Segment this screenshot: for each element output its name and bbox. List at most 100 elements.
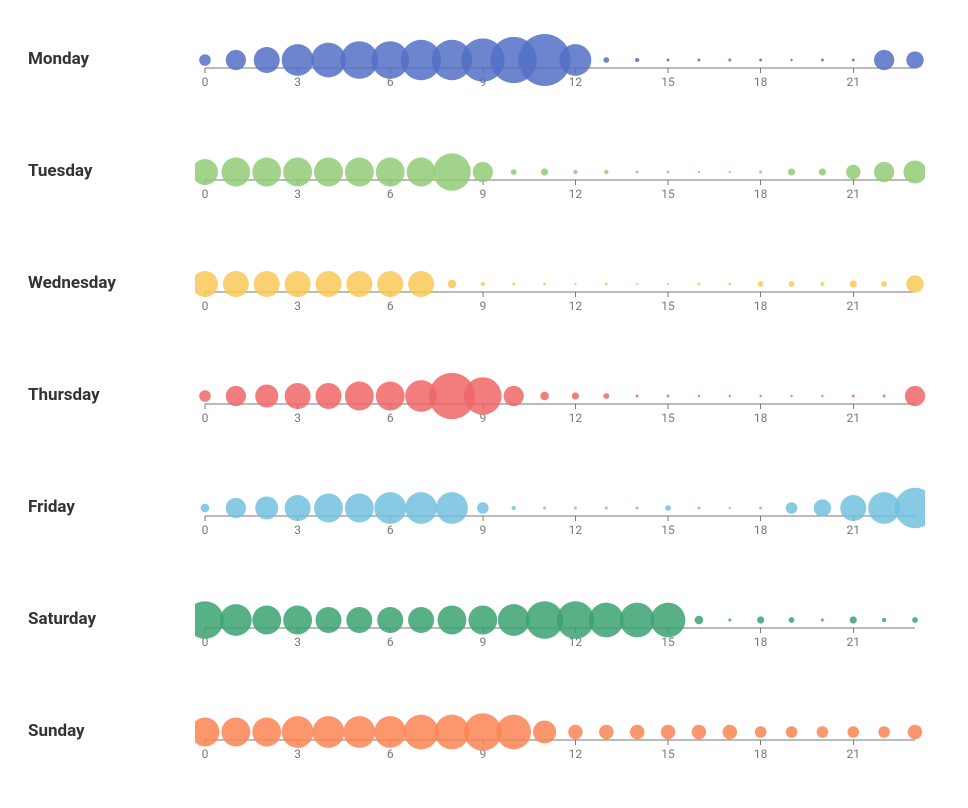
punchcard-bubble	[850, 616, 857, 623]
x-tick-label: 9	[479, 523, 486, 537]
punchcard-bubble	[404, 715, 439, 750]
punchcard-bubble	[221, 158, 250, 187]
punchcard-bubble	[758, 281, 764, 287]
x-tick-label: 12	[569, 523, 583, 537]
x-tick-label: 3	[294, 299, 301, 313]
x-tick-label: 18	[754, 299, 768, 313]
punchcard-bubble	[847, 726, 859, 738]
x-tick-label: 18	[754, 523, 768, 537]
punchcard-bubble	[788, 168, 795, 175]
punchcard-bubble	[574, 507, 577, 510]
x-tick-label: 3	[294, 523, 301, 537]
punchcard-bubble	[512, 506, 516, 510]
punchcard-bubble	[789, 281, 795, 287]
punchcard-bubble	[574, 283, 576, 285]
punchcard-bubble	[572, 392, 579, 399]
punchcard-row-plot: 036912151821	[195, 132, 925, 244]
punchcard-bubble	[728, 59, 731, 62]
punchcard-bubble	[376, 158, 405, 187]
x-tick-label: 21	[847, 75, 861, 89]
punchcard-row: Saturday036912151821	[0, 580, 968, 692]
x-tick-label: 21	[847, 635, 861, 649]
punchcard-bubble	[477, 502, 489, 514]
punchcard-bubble	[817, 726, 829, 738]
punchcard-bubble	[221, 718, 250, 747]
punchcard-bubble	[620, 603, 655, 638]
punchcard-bubble	[636, 171, 639, 174]
punchcard-bubble	[252, 606, 281, 635]
punchcard-bubble	[605, 507, 608, 510]
punchcard-bubble	[667, 59, 670, 62]
x-tick-label: 6	[387, 187, 394, 201]
punchcard-bubble	[698, 171, 700, 173]
x-tick-label: 21	[847, 187, 861, 201]
punchcard-row: Sunday036912151821	[0, 692, 968, 804]
punchcard-bubble	[346, 271, 372, 297]
punchcard-bubble	[630, 725, 644, 739]
punchcard-bubble	[199, 54, 211, 66]
punchcard-bubble	[878, 726, 890, 738]
x-tick-label: 3	[294, 635, 301, 649]
punchcard-bubble	[729, 507, 731, 509]
x-tick-label: 12	[569, 411, 583, 425]
punchcard-chart: Monday036912151821Tuesday036912151821Wed…	[0, 0, 968, 808]
punchcard-row-plot: 036912151821	[195, 692, 925, 804]
x-tick-label: 0	[202, 187, 209, 201]
punchcard-bubble	[661, 725, 675, 739]
x-tick-label: 6	[387, 635, 394, 649]
punchcard-bubble	[345, 382, 374, 411]
punchcard-bubble	[759, 395, 761, 397]
punchcard-row-plot: 036912151821	[195, 356, 925, 468]
punchcard-bubble	[374, 492, 406, 524]
punchcard-bubble	[852, 395, 855, 398]
punchcard-bubble	[543, 283, 546, 286]
punchcard-bubble	[464, 377, 502, 415]
punchcard-bubble	[852, 59, 855, 62]
x-tick-label: 3	[294, 187, 301, 201]
punchcard-bubble	[313, 716, 345, 748]
x-tick-label: 18	[754, 747, 768, 761]
punchcard-bubble	[285, 495, 311, 521]
punchcard-bubble	[315, 271, 341, 297]
punchcard-bubble	[840, 495, 866, 521]
x-tick-label: 18	[754, 187, 768, 201]
punchcard-bubble	[790, 395, 792, 397]
punchcard-bubble	[789, 617, 795, 623]
x-tick-label: 6	[387, 299, 394, 313]
x-tick-label: 6	[387, 523, 394, 537]
punchcard-row: Wednesday036912151821	[0, 244, 968, 356]
punchcard-bubble	[603, 57, 609, 63]
x-tick-label: 9	[479, 187, 486, 201]
punchcard-bubble	[195, 718, 219, 747]
punchcard-row-plot: 036912151821	[195, 468, 925, 580]
punchcard-bubble	[377, 607, 403, 633]
day-label: Saturday	[0, 580, 195, 629]
x-tick-label: 0	[202, 299, 209, 313]
punchcard-bubble	[883, 395, 886, 398]
punchcard-bubble	[345, 494, 374, 523]
punchcard-bubble	[226, 498, 246, 518]
punchcard-bubble	[697, 59, 700, 62]
punchcard-bubble	[695, 616, 704, 625]
punchcard-bubble	[533, 720, 556, 743]
punchcard-bubble	[874, 162, 894, 182]
x-tick-label: 15	[661, 75, 675, 89]
punchcard-bubble	[254, 47, 280, 73]
punchcard-bubble	[464, 713, 502, 751]
punchcard-row-plot: 036912151821	[195, 20, 925, 132]
punchcard-bubble	[255, 496, 278, 519]
punchcard-bubble	[755, 726, 767, 738]
punchcard-bubble	[376, 382, 405, 411]
punchcard-bubble	[905, 386, 925, 406]
punchcard-bubble	[850, 280, 857, 287]
x-tick-label: 12	[569, 299, 583, 313]
punchcard-bubble	[374, 716, 406, 748]
punchcard-bubble	[759, 59, 762, 62]
day-label: Thursday	[0, 356, 195, 405]
x-tick-label: 6	[387, 411, 394, 425]
punchcard-bubble	[636, 395, 639, 398]
punchcard-bubble	[283, 158, 312, 187]
punchcard-bubble	[201, 504, 210, 513]
punchcard-bubble	[498, 604, 530, 636]
punchcard-bubble	[252, 158, 281, 187]
